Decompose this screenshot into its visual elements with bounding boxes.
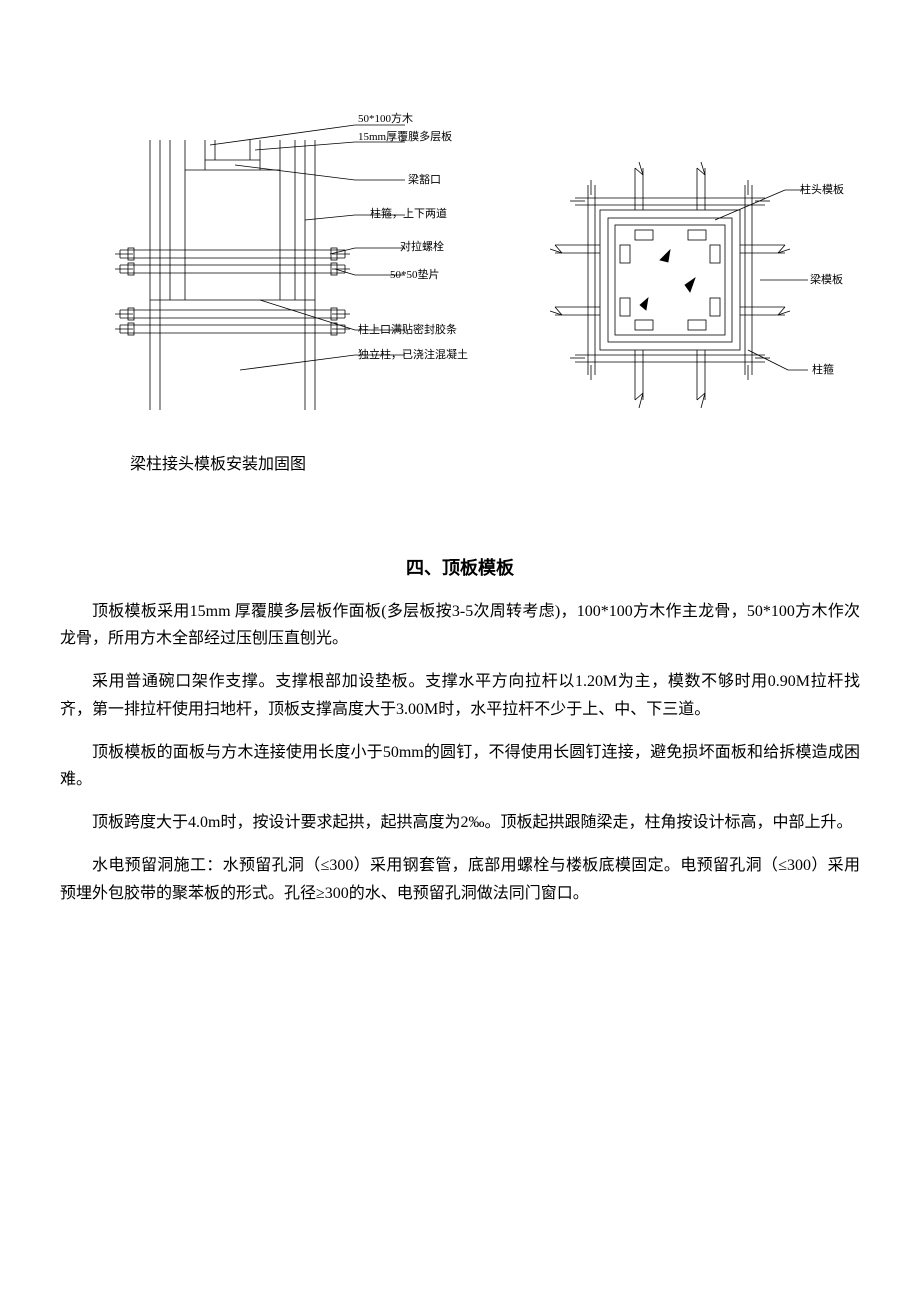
right-label-2: 梁模板 [810,272,843,286]
left-label-4: 柱箍，上下两道 [370,206,447,220]
left-label-6: 50*50垫片 [390,267,440,281]
paragraph-1: 顶板模板采用15mm 厚覆膜多层板作面板(多层板按3-5次周转考虑)，100*1… [60,598,860,652]
left-label-1: 50*100方木 [358,111,413,125]
diagram-row: 50*100方木 15mm厚覆膜多层板 梁豁口 柱箍，上下两道 对拉螺栓 50*… [60,100,860,430]
left-diagram: 50*100方木 15mm厚覆膜多层板 梁豁口 柱箍，上下两道 对拉螺栓 50*… [60,100,480,420]
paragraph-2: 采用普通碗口架作支撑。支撑根部加设垫板。支撑水平方向拉杆以1.20M为主，模数不… [60,668,860,722]
left-label-3: 梁豁口 [408,172,441,186]
left-label-7: 柱上口满贴密封胶条 [358,322,457,336]
section-title: 四、顶板模板 [60,554,860,580]
diagram-caption: 梁柱接头模板安装加固图 [130,450,860,474]
right-label-3: 柱箍 [812,362,834,376]
left-label-8: 独立柱，已浇注混凝土 [358,347,468,361]
left-label-5: 对拉螺栓 [400,239,444,253]
right-label-1: 柱头模板 [800,182,844,196]
paragraph-3: 顶板模板的面板与方木连接使用长度小于50mm的圆钉，不得使用长圆钉连接，避免损坏… [60,739,860,793]
paragraph-4: 顶板跨度大于4.0m时，按设计要求起拱，起拱高度为2‰。顶板起拱跟随梁走，柱角按… [60,809,860,836]
right-diagram: 柱头模板 梁模板 柱箍 [540,150,860,430]
paragraph-5: 水电预留洞施工：水预留孔洞（≤300）采用钢套管，底部用螺栓与楼板底模固定。电预… [60,852,860,906]
left-label-2: 15mm厚覆膜多层板 [358,129,452,143]
